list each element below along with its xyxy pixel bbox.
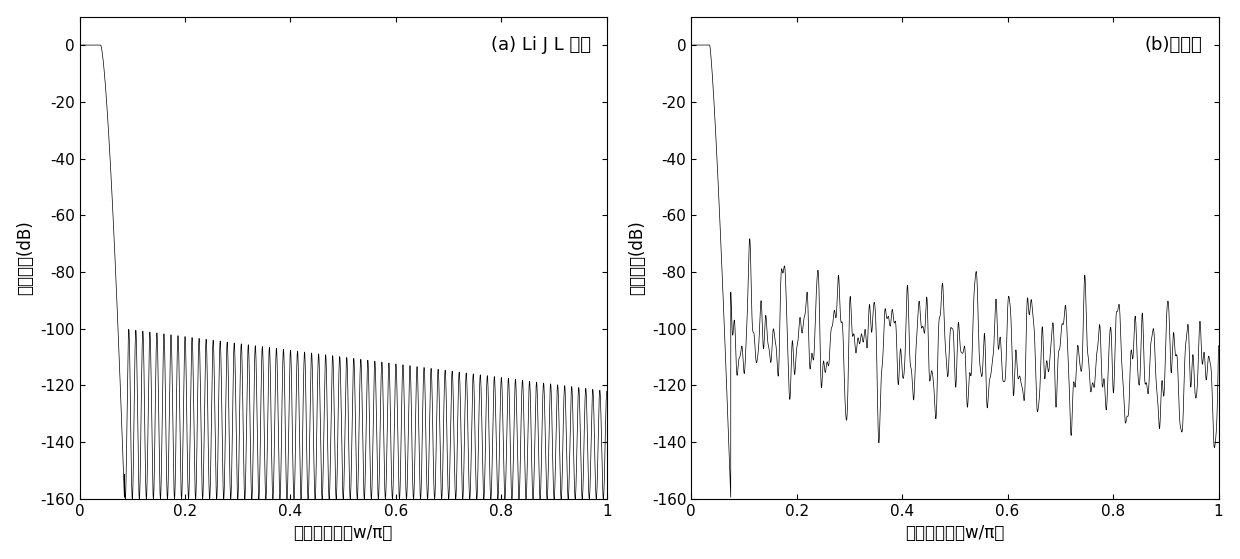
X-axis label: 归一化频率（w/π）: 归一化频率（w/π）	[905, 524, 1004, 542]
Y-axis label: 幅度响应(dB): 幅度响应(dB)	[629, 220, 646, 295]
X-axis label: 归一化频率（w/π）: 归一化频率（w/π）	[294, 524, 393, 542]
Text: (a) Li J L 方法: (a) Li J L 方法	[491, 36, 591, 54]
Text: (b)本方法: (b)本方法	[1145, 36, 1203, 54]
Y-axis label: 幅度响应(dB): 幅度响应(dB)	[16, 220, 35, 295]
